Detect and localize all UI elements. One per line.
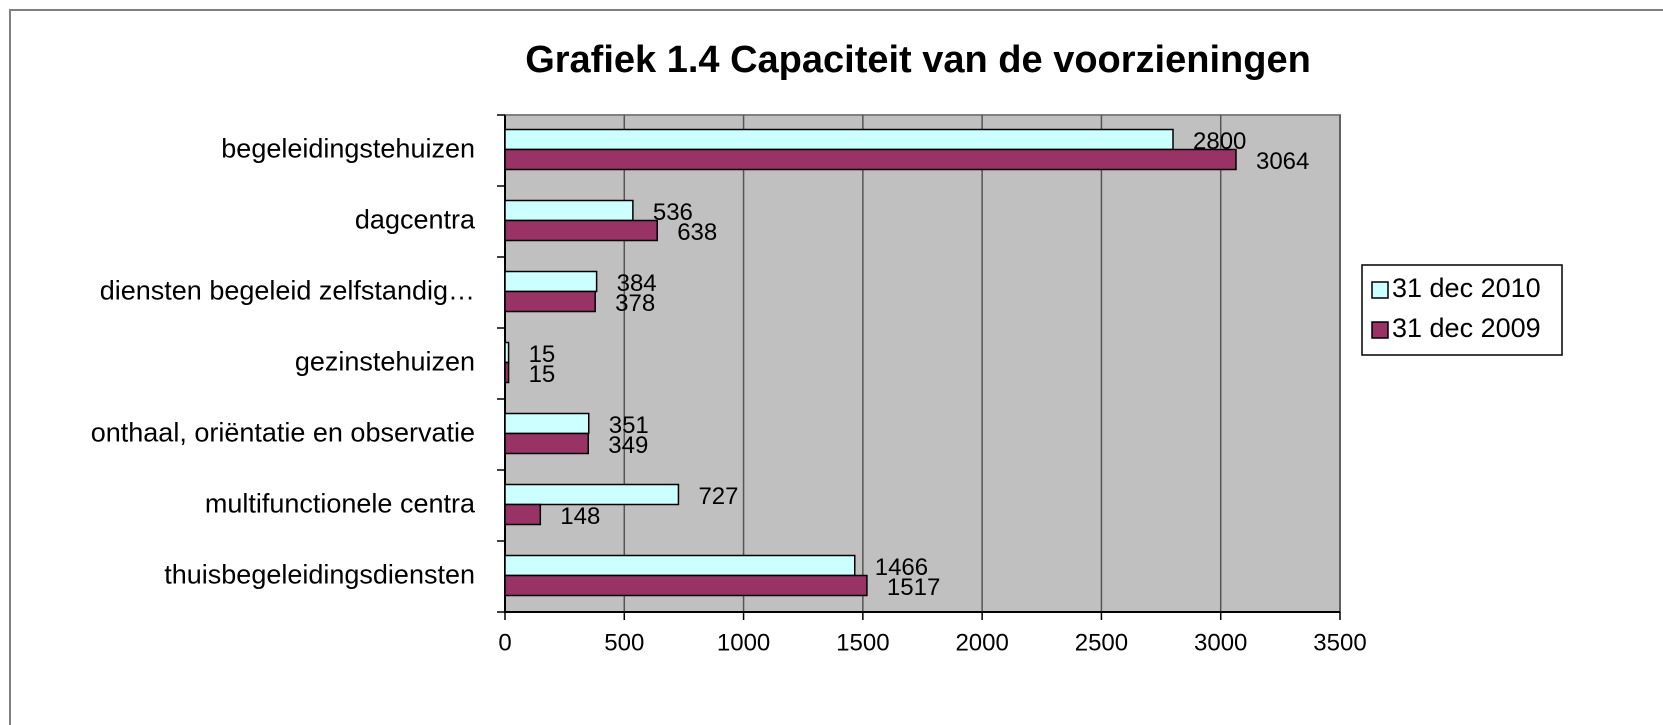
legend [1361,264,1563,356]
bar [504,483,680,506]
bar [504,219,658,242]
bar [504,270,598,293]
bar [504,341,510,364]
y-tick-label: onthaal, oriëntatie en observatie [91,418,475,448]
x-tick-label: 2500 [1075,629,1128,656]
y-tick-label: dagcentra [355,205,476,235]
bar [504,148,1237,171]
data-label: 349 [608,432,648,459]
chart-title: Grafiek 1.4 Capaciteit van de voorzienin… [525,39,1311,81]
data-label: 1466 [875,554,928,581]
bar [504,412,590,435]
x-tick-label: 3000 [1194,629,1247,656]
legend-label: 31 dec 2010 [1392,273,1541,303]
legend-swatch [1371,321,1389,339]
bar [504,361,510,384]
legend-label: 31 dec 2009 [1392,313,1541,343]
bar [504,128,1174,151]
x-tick-label: 3500 [1313,629,1366,656]
x-tick-label: 1500 [836,629,889,656]
bar [504,199,634,222]
y-tick-label: multifunctionele centra [205,489,476,519]
y-tick-label: diensten begeleid zelfstandig… [100,276,475,306]
data-label: 15 [529,341,556,368]
x-tick-label: 2000 [955,629,1008,656]
bar [504,574,868,597]
x-tick-label: 500 [604,629,644,656]
data-label: 1517 [887,574,940,601]
x-tick-label: 0 [498,629,511,656]
bar [504,432,590,455]
bar [504,554,856,577]
legend-swatch [1371,281,1389,299]
data-label: 536 [653,199,693,226]
y-tick-label: thuisbegeleidingsdiensten [164,560,475,590]
y-tick-label: begeleidingstehuizen [221,134,475,164]
data-label: 351 [609,412,649,439]
bar [504,290,596,313]
data-label: 15 [529,361,556,388]
plot-area [504,114,1341,613]
data-label: 378 [615,290,655,317]
y-tick-label: gezinstehuizen [295,347,475,377]
bar [504,503,542,526]
data-label: 638 [677,219,717,246]
data-label: 384 [617,270,657,297]
data-label: 727 [698,483,738,510]
x-tick-label: 1000 [717,629,770,656]
data-label: 3064 [1256,148,1309,175]
data-label: 148 [560,503,600,530]
